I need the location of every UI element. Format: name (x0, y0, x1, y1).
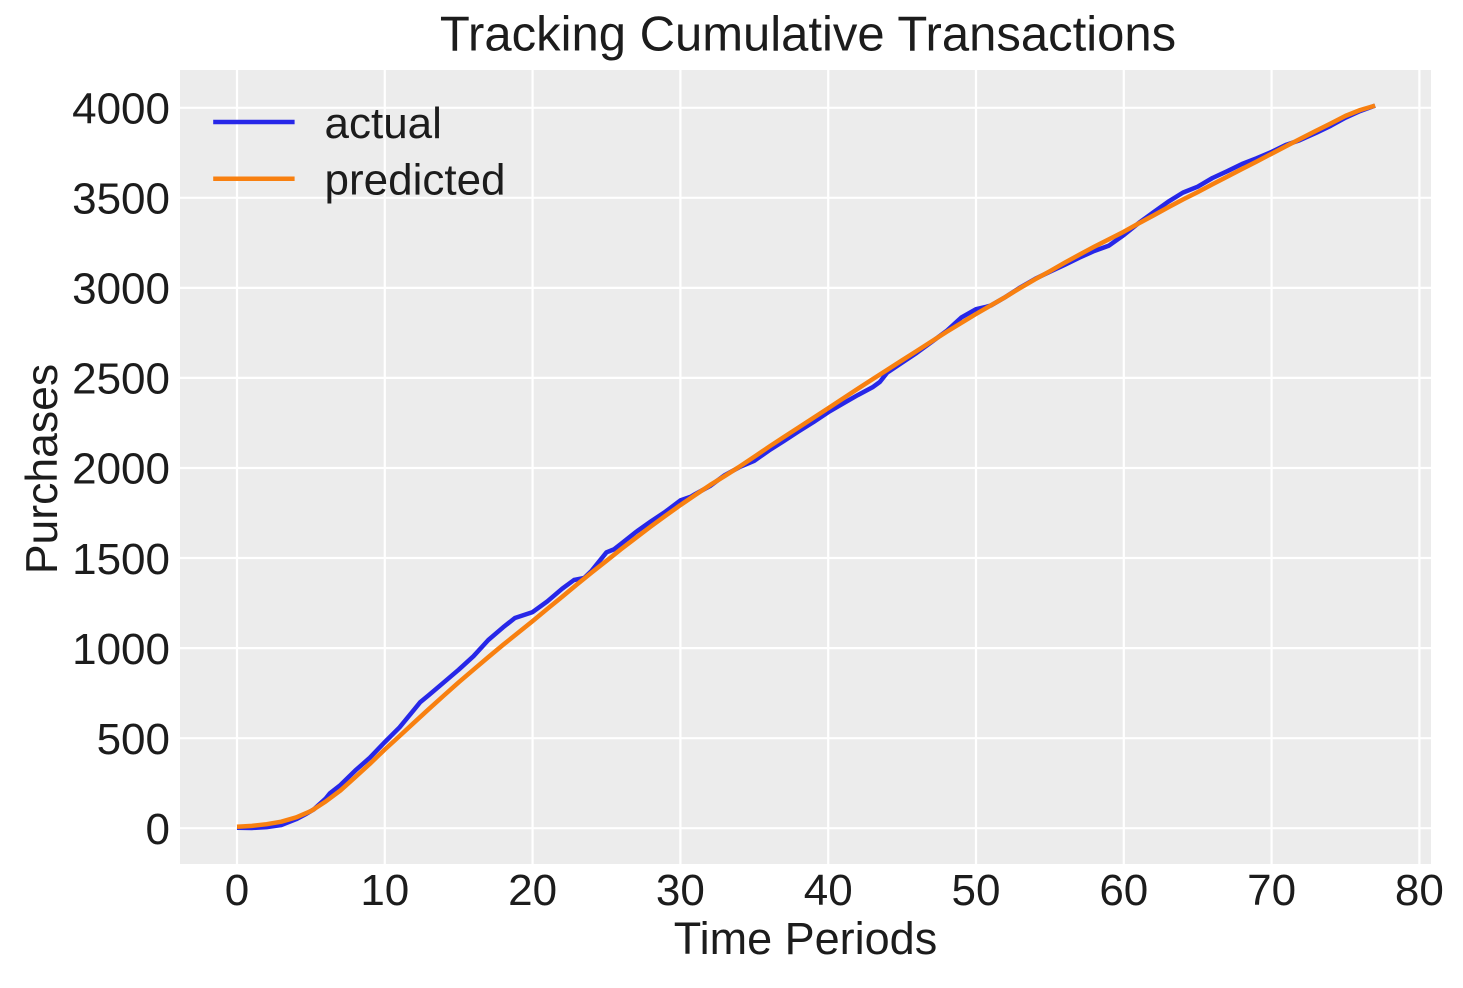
svg-text:1500: 1500 (72, 535, 170, 584)
svg-text:0: 0 (146, 805, 170, 854)
svg-text:4000: 4000 (72, 85, 170, 134)
svg-text:0: 0 (225, 866, 249, 915)
svg-text:actual: actual (325, 99, 442, 148)
svg-text:1000: 1000 (72, 625, 170, 674)
svg-text:20: 20 (508, 866, 557, 915)
svg-text:Purchases: Purchases (18, 364, 67, 574)
svg-text:70: 70 (1247, 866, 1296, 915)
svg-text:predicted: predicted (325, 156, 506, 205)
svg-text:Time Periods: Time Periods (674, 913, 937, 964)
svg-text:80: 80 (1395, 866, 1444, 915)
svg-text:2500: 2500 (72, 355, 170, 404)
svg-text:10: 10 (360, 866, 409, 915)
svg-text:3000: 3000 (72, 265, 170, 314)
svg-text:30: 30 (656, 866, 705, 915)
svg-text:2000: 2000 (72, 445, 170, 494)
svg-text:50: 50 (952, 866, 1001, 915)
svg-text:3500: 3500 (72, 175, 170, 224)
svg-text:500: 500 (97, 715, 170, 764)
svg-text:60: 60 (1099, 866, 1148, 915)
svg-text:40: 40 (804, 866, 853, 915)
svg-text:Tracking Cumulative Transactio: Tracking Cumulative Transactions (440, 8, 1176, 62)
